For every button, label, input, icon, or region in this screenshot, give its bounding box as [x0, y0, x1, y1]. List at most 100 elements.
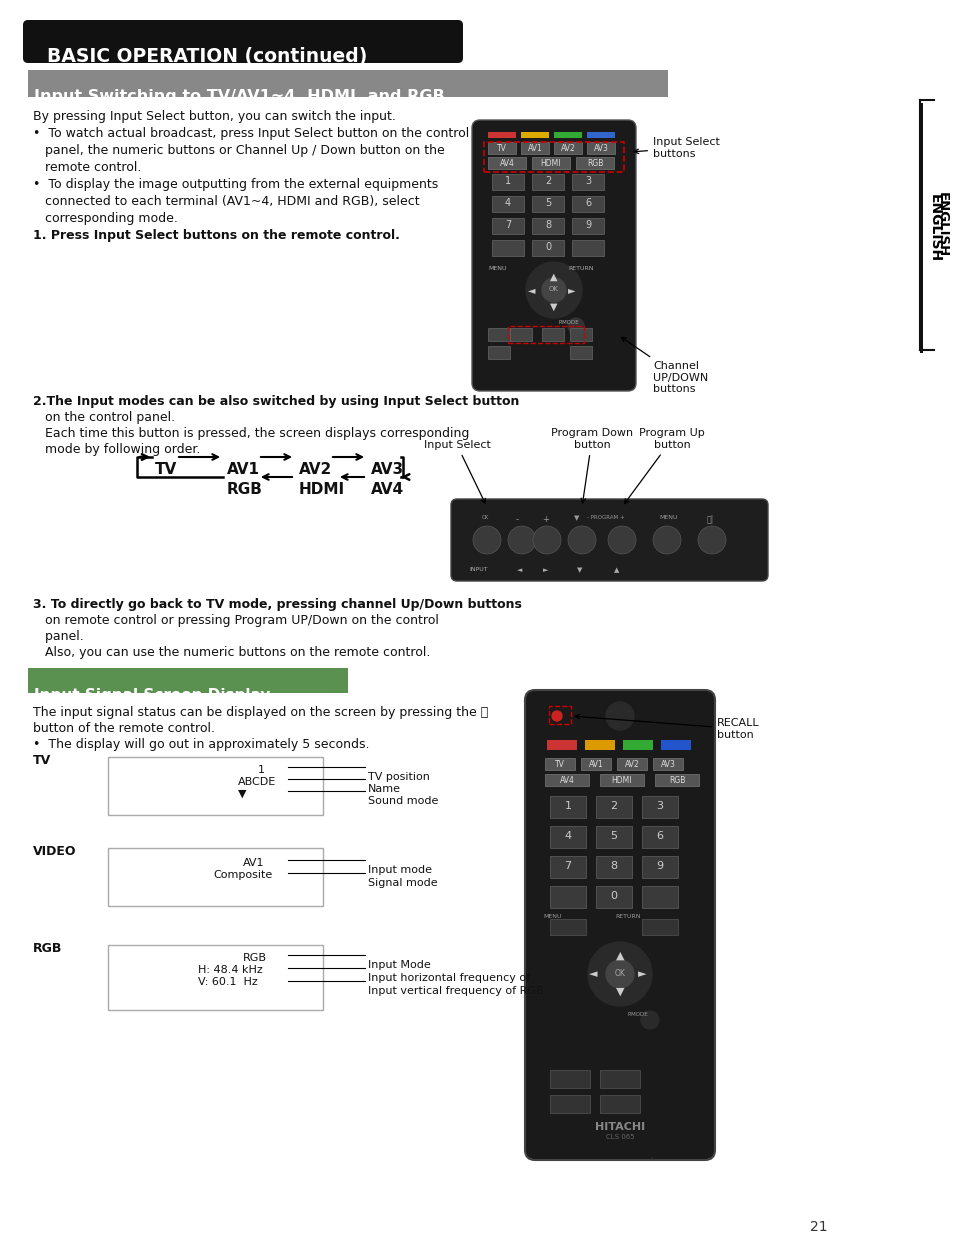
- Bar: [586, 132, 615, 138]
- Text: AV3: AV3: [659, 760, 675, 769]
- Text: 3. To directly go back to TV mode, pressing channel Up/Down buttons: 3. To directly go back to TV mode, press…: [33, 598, 521, 611]
- Text: corresponding mode.: corresponding mode.: [33, 212, 177, 225]
- Text: TV position: TV position: [368, 772, 430, 782]
- Text: HDMI: HDMI: [540, 159, 560, 168]
- Text: 7: 7: [504, 220, 511, 230]
- Circle shape: [640, 1011, 659, 1029]
- Bar: [520, 132, 548, 138]
- Circle shape: [567, 526, 596, 555]
- Bar: [641, 797, 678, 818]
- Text: connected to each terminal (AV1~4, HDMI and RGB), select: connected to each terminal (AV1~4, HDMI …: [33, 195, 419, 207]
- Text: Input mode: Input mode: [368, 864, 432, 876]
- Text: By pressing Input Select button, you can switch the input.: By pressing Input Select button, you can…: [33, 110, 395, 124]
- Text: Signal mode: Signal mode: [368, 878, 437, 888]
- Text: AV1: AV1: [227, 462, 260, 477]
- Bar: [641, 826, 678, 848]
- Text: AV1: AV1: [243, 858, 264, 868]
- Circle shape: [605, 701, 634, 730]
- Text: 4: 4: [504, 198, 511, 207]
- Bar: [599, 774, 643, 785]
- Text: RETURN: RETURN: [567, 266, 593, 270]
- Text: P.MODE: P.MODE: [558, 320, 579, 325]
- Text: ▼: ▼: [615, 987, 623, 997]
- Text: ▲: ▲: [614, 567, 618, 573]
- Circle shape: [698, 526, 725, 555]
- Text: on remote control or pressing Program UP/Down on the control: on remote control or pressing Program UP…: [33, 614, 438, 627]
- Text: ▼: ▼: [574, 515, 578, 521]
- Text: ►: ►: [638, 969, 645, 979]
- Text: ▼: ▼: [237, 789, 246, 799]
- Bar: [488, 157, 525, 169]
- Text: HITACHI: HITACHI: [595, 1123, 644, 1132]
- Bar: [492, 196, 523, 212]
- Bar: [641, 885, 678, 908]
- Text: Input Signal Screen Display: Input Signal Screen Display: [34, 688, 270, 703]
- Text: on the control panel.: on the control panel.: [33, 411, 175, 424]
- Bar: [919, 103, 923, 353]
- Bar: [541, 329, 563, 341]
- Text: 6: 6: [656, 831, 662, 841]
- Bar: [483, 142, 623, 172]
- Text: RGB: RGB: [227, 482, 263, 496]
- Bar: [532, 240, 563, 256]
- Text: ▲: ▲: [615, 951, 623, 961]
- Text: Input Switching to TV/AV1~4, HDMI, and RGB: Input Switching to TV/AV1~4, HDMI, and R…: [34, 89, 444, 104]
- Bar: [532, 174, 563, 190]
- Text: 1: 1: [504, 177, 511, 186]
- Text: TV: TV: [33, 755, 51, 767]
- Text: 1: 1: [564, 802, 571, 811]
- Text: ◄: ◄: [528, 285, 536, 295]
- Bar: [550, 856, 585, 878]
- Text: ENGLISH: ENGLISH: [935, 193, 947, 258]
- Text: Channel
UP/DOWN
buttons: Channel UP/DOWN buttons: [620, 337, 707, 394]
- Bar: [554, 142, 581, 154]
- Bar: [492, 240, 523, 256]
- Text: Input Select
buttons: Input Select buttons: [634, 137, 720, 158]
- Circle shape: [652, 526, 680, 555]
- Text: AV2: AV2: [298, 462, 332, 477]
- Bar: [510, 329, 532, 341]
- Bar: [520, 142, 548, 154]
- Circle shape: [552, 711, 561, 721]
- Bar: [569, 346, 592, 359]
- Bar: [554, 132, 581, 138]
- Bar: [572, 196, 603, 212]
- Text: RGB: RGB: [586, 159, 602, 168]
- Bar: [488, 346, 510, 359]
- Text: 6: 6: [584, 198, 591, 207]
- Text: 3: 3: [656, 802, 662, 811]
- Text: •  To watch actual broadcast, press Input Select button on the control: • To watch actual broadcast, press Input…: [33, 127, 469, 140]
- Bar: [641, 919, 678, 935]
- Bar: [572, 219, 603, 233]
- Text: Sound mode: Sound mode: [368, 797, 438, 806]
- Text: 1: 1: [257, 764, 265, 776]
- Circle shape: [541, 278, 565, 303]
- Text: Composite: Composite: [213, 869, 272, 881]
- Bar: [108, 848, 323, 906]
- Text: ◄: ◄: [517, 567, 522, 573]
- Circle shape: [533, 526, 560, 555]
- Bar: [599, 1070, 639, 1088]
- Text: RGB: RGB: [668, 776, 684, 785]
- Text: RECALL
button: RECALL button: [575, 714, 759, 740]
- Text: - PROGRAM +: - PROGRAM +: [586, 515, 624, 520]
- Bar: [550, 826, 585, 848]
- FancyBboxPatch shape: [472, 120, 636, 391]
- Text: 3: 3: [584, 177, 591, 186]
- Bar: [488, 132, 516, 138]
- Bar: [572, 240, 603, 256]
- Text: Name: Name: [368, 784, 400, 794]
- Text: AV4: AV4: [499, 159, 514, 168]
- Text: ▲: ▲: [550, 272, 558, 282]
- Bar: [108, 945, 323, 1010]
- Text: CLS 065: CLS 065: [605, 1134, 634, 1140]
- Text: `: `: [649, 1158, 657, 1172]
- Bar: [655, 774, 699, 785]
- Text: HDMI: HDMI: [611, 776, 632, 785]
- Text: AV3: AV3: [593, 144, 608, 153]
- Text: 2.The Input modes can be also switched by using Input Select button: 2.The Input modes can be also switched b…: [33, 395, 518, 408]
- Text: Input Mode: Input Mode: [368, 960, 431, 969]
- Bar: [660, 740, 690, 750]
- Text: OK: OK: [614, 969, 625, 978]
- Text: MENU: MENU: [542, 914, 561, 919]
